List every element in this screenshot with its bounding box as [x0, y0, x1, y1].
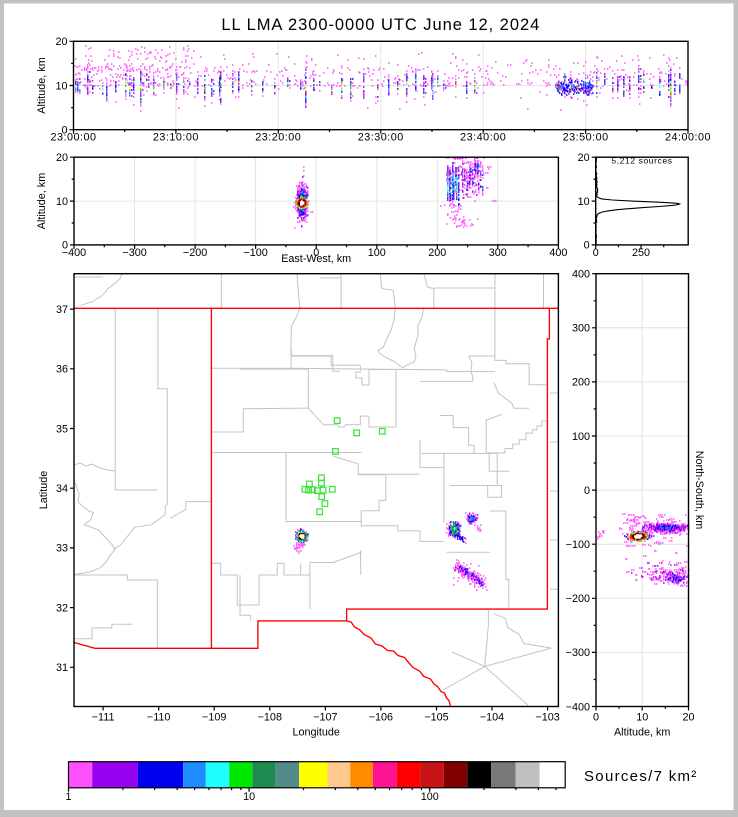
svg-text:36: 36 [56, 364, 68, 376]
svg-text:20: 20 [682, 712, 694, 724]
svg-text:−104: −104 [480, 712, 504, 724]
svg-text:100: 100 [421, 791, 439, 803]
svg-text:1: 1 [65, 791, 71, 803]
svg-text:23:50:00: 23:50:00 [563, 132, 609, 144]
svg-text:200: 200 [428, 247, 446, 259]
svg-text:10: 10 [56, 196, 68, 208]
svg-text:23:00:00: 23:00:00 [50, 132, 96, 144]
svg-text:Altitude, km: Altitude, km [36, 173, 48, 229]
svg-text:24:00:00: 24:00:00 [665, 132, 711, 144]
svg-text:−100: −100 [566, 539, 590, 551]
svg-text:23:10:00: 23:10:00 [153, 132, 199, 144]
svg-text:Altitude, km: Altitude, km [36, 57, 48, 113]
svg-text:−107: −107 [313, 712, 337, 724]
svg-text:100: 100 [368, 247, 386, 259]
svg-text:0: 0 [62, 240, 68, 252]
svg-text:20: 20 [578, 152, 590, 164]
svg-text:−200: −200 [183, 247, 207, 259]
svg-text:20: 20 [55, 36, 67, 48]
svg-text:Longitude: Longitude [292, 727, 339, 739]
svg-text:23:40:00: 23:40:00 [460, 132, 506, 144]
svg-text:East-West, km: East-West, km [281, 253, 351, 265]
svg-text:0: 0 [593, 247, 599, 259]
svg-text:200: 200 [572, 377, 590, 389]
svg-text:LL LMA 2300-0000 UTC June 12,: LL LMA 2300-0000 UTC June 12, 2024 [221, 16, 540, 34]
svg-text:5,212 sources: 5,212 sources [611, 156, 672, 166]
svg-text:10: 10 [578, 196, 590, 208]
svg-text:Altitude, km: Altitude, km [614, 727, 670, 739]
svg-text:31: 31 [56, 662, 68, 674]
svg-text:−300: −300 [122, 247, 146, 259]
svg-text:0: 0 [593, 712, 599, 724]
svg-text:−103: −103 [535, 712, 559, 724]
svg-text:20: 20 [56, 152, 68, 164]
svg-text:10: 10 [55, 80, 67, 92]
svg-text:0: 0 [313, 247, 319, 259]
svg-text:0: 0 [61, 125, 67, 137]
svg-text:400: 400 [549, 247, 567, 259]
svg-text:−109: −109 [202, 712, 226, 724]
svg-text:100: 100 [572, 431, 590, 443]
svg-text:−110: −110 [147, 712, 171, 724]
svg-text:−400: −400 [62, 247, 86, 259]
svg-text:0: 0 [584, 485, 590, 497]
svg-text:33: 33 [56, 543, 68, 555]
svg-text:23:20:00: 23:20:00 [255, 132, 301, 144]
svg-text:250: 250 [632, 247, 650, 259]
svg-text:23:30:00: 23:30:00 [358, 132, 404, 144]
svg-text:−105: −105 [424, 712, 448, 724]
svg-text:10: 10 [243, 791, 255, 803]
svg-text:Latitude: Latitude [38, 471, 50, 509]
svg-text:−300: −300 [566, 647, 590, 659]
svg-text:400: 400 [572, 269, 590, 281]
svg-text:300: 300 [572, 323, 590, 335]
svg-text:−200: −200 [566, 593, 590, 605]
svg-text:North-South, km: North-South, km [693, 451, 705, 530]
svg-text:−400: −400 [566, 701, 590, 713]
svg-text:Sources/7 km²: Sources/7 km² [584, 768, 698, 785]
svg-text:−111: −111 [92, 712, 115, 724]
svg-text:0: 0 [584, 240, 590, 252]
svg-text:−108: −108 [258, 712, 282, 724]
svg-text:32: 32 [56, 602, 68, 614]
svg-text:34: 34 [56, 483, 68, 495]
svg-text:300: 300 [489, 247, 507, 259]
svg-text:−100: −100 [243, 247, 267, 259]
svg-text:−106: −106 [369, 712, 393, 724]
svg-text:35: 35 [56, 423, 68, 435]
svg-text:10: 10 [636, 712, 648, 724]
svg-text:37: 37 [56, 304, 68, 316]
